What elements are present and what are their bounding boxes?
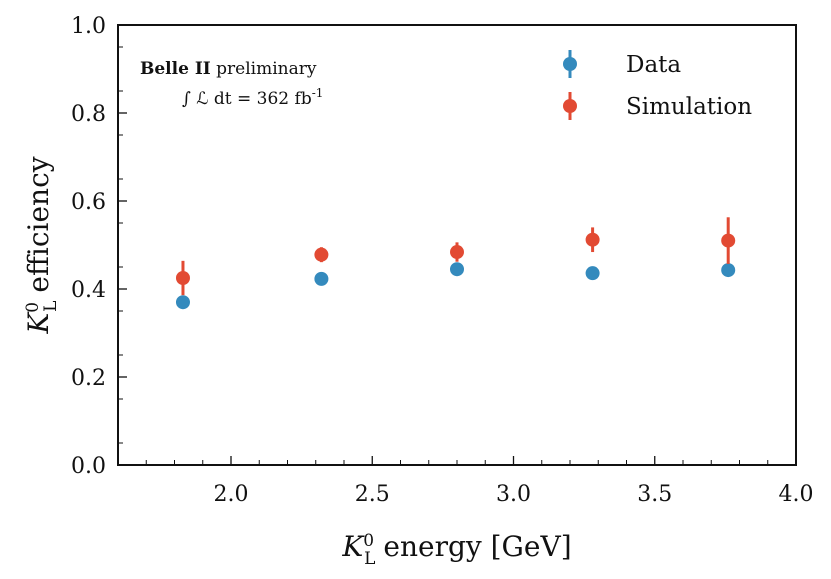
y-tick-label: 0.0 bbox=[71, 454, 106, 479]
x-tick-label: 4.0 bbox=[779, 482, 814, 507]
legend-label-data: Data bbox=[626, 52, 681, 78]
data-point bbox=[585, 266, 600, 281]
legend: Data Simulation bbox=[563, 50, 752, 120]
plot-frame bbox=[117, 24, 797, 466]
y-tick-label: 0.6 bbox=[71, 190, 106, 215]
ticks: 2.0 2.5 3.0 3.5 4.0 0.0 0.2 0.4 0.6 0.8 1.0 bbox=[71, 14, 814, 507]
legend-label-simulation: Simulation bbox=[626, 94, 752, 120]
data-point bbox=[175, 295, 190, 310]
x-tick-label: 3.0 bbox=[496, 482, 531, 507]
y-axis-label: K0Lefficiency bbox=[22, 156, 61, 334]
legend-item-simulation: Simulation bbox=[563, 92, 752, 120]
x-tick-label: 2.5 bbox=[355, 482, 390, 507]
data-points bbox=[175, 217, 736, 310]
y-tick-label: 1.0 bbox=[71, 14, 106, 39]
simulation-point bbox=[175, 271, 190, 285]
x-tick-label: 2.0 bbox=[214, 482, 249, 507]
y-tick-label: 0.2 bbox=[71, 366, 106, 391]
legend-marker-simulation bbox=[563, 99, 577, 113]
data-point bbox=[450, 262, 464, 277]
x-tick-label: 3.5 bbox=[637, 482, 672, 507]
simulation-point bbox=[721, 233, 736, 248]
legend-marker-data bbox=[563, 57, 577, 71]
luminosity-annotation: ∫ ℒ dt = 362 fb-1 bbox=[182, 86, 323, 109]
y-tick-label: 0.4 bbox=[71, 278, 106, 303]
simulation-point bbox=[585, 232, 600, 247]
legend-item-data: Data bbox=[563, 50, 681, 78]
simulation-point bbox=[314, 247, 329, 262]
y-tick-label: 0.8 bbox=[71, 102, 106, 127]
data-point bbox=[721, 263, 736, 278]
simulation-point bbox=[450, 245, 464, 260]
data-point bbox=[314, 271, 329, 286]
experiment-annotation: Belle II preliminary bbox=[140, 59, 317, 79]
